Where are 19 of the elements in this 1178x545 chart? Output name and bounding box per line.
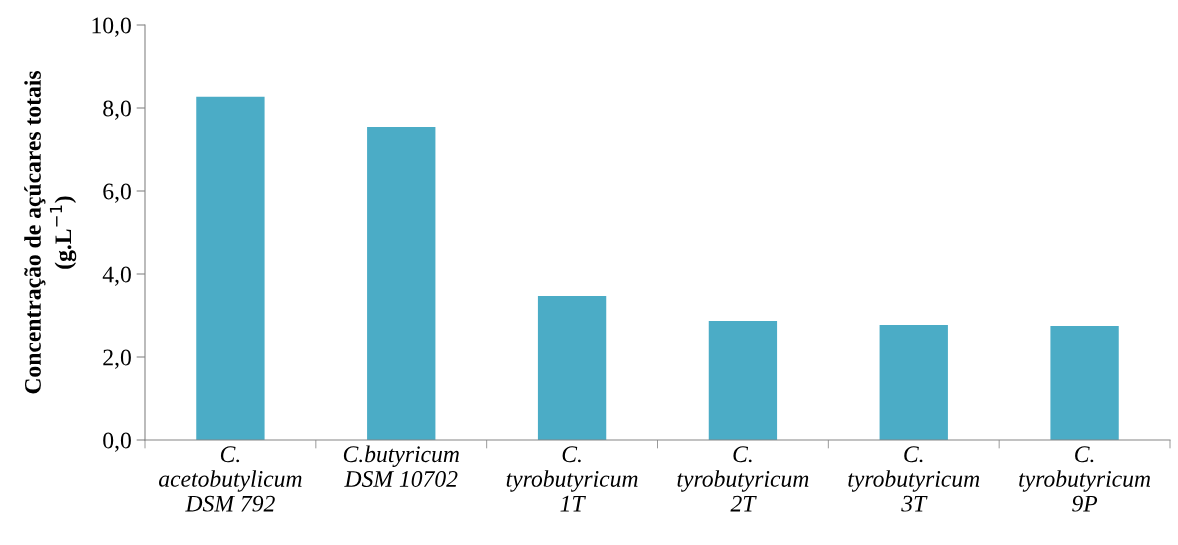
y-tick-label: 2,0: [103, 349, 131, 369]
y-tick-label: 8,0: [103, 100, 131, 120]
y-tick-label: 10,0: [92, 17, 131, 37]
x-tick-label: C.butyricum DSM 10702: [343, 445, 459, 487]
x-tick-label: C. tyrobutyricum 9P: [1019, 446, 1151, 512]
y-axis-title: Concentração de açúcares totais (g.L$^{−1}$): [24, 71, 77, 394]
y-tick-label: 0,0: [103, 432, 131, 452]
x-tick-label: C. tyrobutyricum 2T: [677, 446, 809, 512]
bar: [196, 96, 265, 440]
x-tick-label: C. tyrobutyricum 3T: [848, 446, 980, 512]
bar: [879, 325, 948, 440]
bar: [367, 127, 436, 440]
x-tick-label: C. tyrobutyricum 1T: [506, 446, 638, 512]
bar: [1050, 325, 1119, 440]
y-tick-label: 4,0: [102, 266, 131, 286]
bar: [537, 296, 607, 440]
y-tick-label: 6,0: [103, 183, 131, 203]
x-tick-label: C. acetobutylicum DSM 792: [159, 446, 302, 512]
bar: [708, 320, 778, 440]
